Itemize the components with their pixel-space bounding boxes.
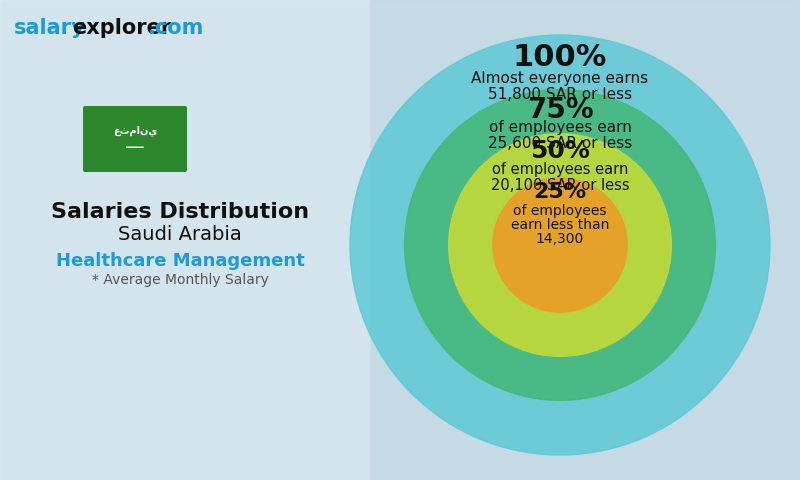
Circle shape xyxy=(405,90,715,400)
Text: 75%: 75% xyxy=(526,96,594,124)
Text: salary: salary xyxy=(14,18,86,38)
Text: of employees earn: of employees earn xyxy=(492,162,628,177)
Text: of employees earn: of employees earn xyxy=(489,120,631,134)
Text: of employees: of employees xyxy=(514,204,606,218)
Text: 50%: 50% xyxy=(530,139,590,163)
Text: 51,800 SAR or less: 51,800 SAR or less xyxy=(488,87,632,102)
Text: explorer: explorer xyxy=(72,18,171,38)
Text: .com: .com xyxy=(148,18,204,38)
Text: Almost everyone earns: Almost everyone earns xyxy=(471,71,649,86)
Circle shape xyxy=(449,134,671,356)
Text: Healthcare Management: Healthcare Management xyxy=(56,252,304,270)
Text: earn less than: earn less than xyxy=(511,218,609,232)
Text: * Average Monthly Salary: * Average Monthly Salary xyxy=(91,273,269,287)
Text: 100%: 100% xyxy=(513,43,607,72)
Circle shape xyxy=(350,35,770,455)
Text: Salaries Distribution: Salaries Distribution xyxy=(51,202,309,222)
Text: 20,100 SAR or less: 20,100 SAR or less xyxy=(490,178,630,192)
Bar xyxy=(0,0,370,480)
Text: 25,600 SAR or less: 25,600 SAR or less xyxy=(488,136,632,151)
Text: 14,300: 14,300 xyxy=(536,232,584,246)
Bar xyxy=(370,0,800,480)
Text: —: — xyxy=(125,137,145,156)
Text: 25%: 25% xyxy=(534,182,586,202)
Text: عثماني: عثماني xyxy=(113,126,157,136)
Text: Saudi Arabia: Saudi Arabia xyxy=(118,225,242,244)
Circle shape xyxy=(493,178,627,312)
FancyBboxPatch shape xyxy=(83,106,187,172)
